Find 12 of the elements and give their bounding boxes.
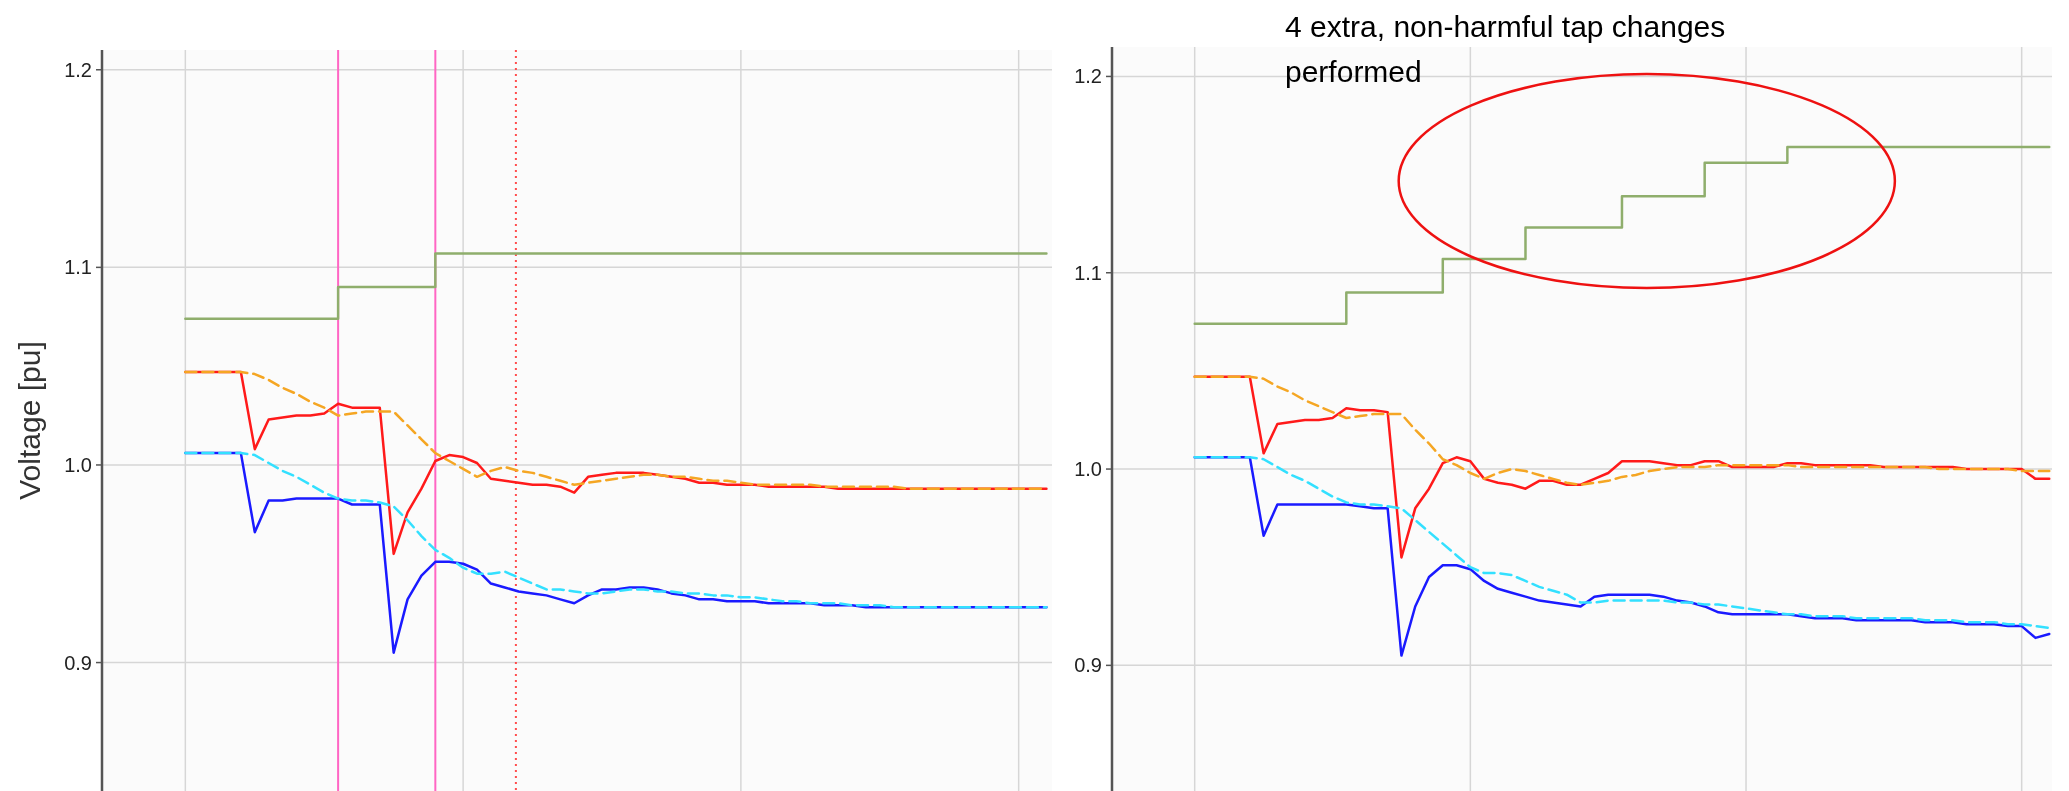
y-tick-label: 1.2 [64,58,92,81]
y-tick-label: 1.2 [1074,65,1102,88]
annotation: 4 extra, non-harmful tap changes performed [1285,10,1726,88]
line-series [1193,375,2051,487]
y-tick-label: 0.9 [64,651,92,674]
y-tick-label: 1.1 [64,256,92,279]
y-axis-title: Voltage [pu] [13,341,46,500]
y-tick-label: 1.0 [64,453,92,476]
line-series [184,451,1048,609]
y-tick-label: 0.9 [1074,654,1102,677]
y-tick-label: 1.0 [1074,458,1102,481]
y-tick-label: 1.1 [1074,261,1102,284]
